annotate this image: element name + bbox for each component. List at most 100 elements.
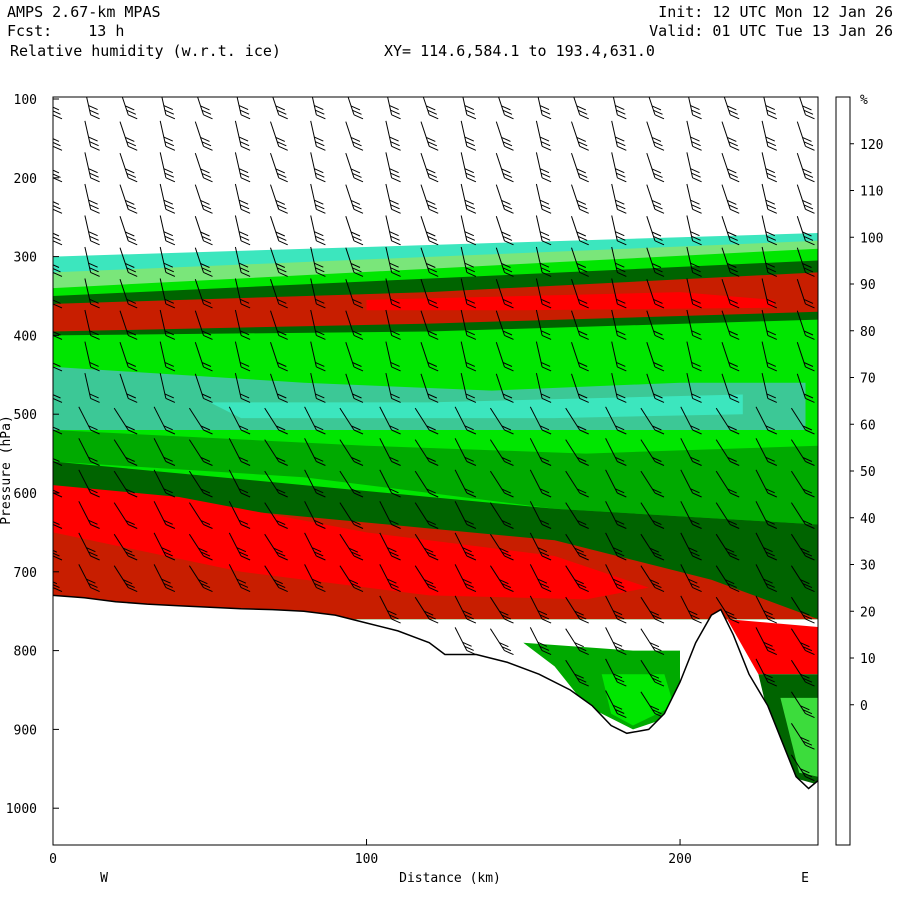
barb-feather	[504, 429, 514, 435]
barb-feather	[537, 578, 548, 584]
barb-feather	[691, 393, 701, 399]
barb-feather	[501, 488, 512, 494]
wind-barb	[385, 341, 401, 372]
barb-shaft	[385, 183, 393, 210]
barb-feather	[504, 587, 514, 593]
barb-feather	[654, 650, 665, 656]
wind-barb	[529, 469, 552, 498]
barb-feather	[240, 429, 251, 435]
wind-barb	[84, 341, 100, 372]
wind-barb	[194, 247, 213, 277]
barb-feather	[691, 172, 701, 178]
barb-feather	[351, 551, 361, 557]
barb-feather	[766, 235, 777, 241]
barb-shaft	[495, 216, 505, 241]
barb-feather	[239, 393, 250, 399]
barb-feather	[466, 618, 477, 624]
barb-feather	[278, 366, 288, 372]
barb-feather	[426, 168, 436, 174]
barb-feather	[164, 235, 175, 241]
wind-barb	[571, 342, 589, 372]
barb-feather	[502, 141, 513, 147]
barb-shaft	[498, 97, 505, 115]
barb-feather	[691, 235, 701, 241]
wind-barb	[489, 470, 514, 498]
wind-barb	[680, 438, 702, 466]
barb-feather	[315, 204, 325, 210]
barb-feather	[616, 361, 626, 367]
barb-feather	[238, 551, 249, 557]
barb-feather	[389, 551, 399, 557]
barb-feather	[316, 461, 326, 466]
barb-shaft	[573, 97, 581, 115]
barb-feather	[464, 262, 475, 268]
barb-feather	[125, 488, 135, 494]
barb-feather	[163, 199, 174, 205]
barb-shaft	[646, 184, 656, 210]
barb-feather	[427, 235, 438, 241]
barb-feather	[616, 141, 626, 147]
barb-feather	[125, 425, 135, 431]
barb-feather	[198, 579, 208, 585]
barb-feather	[729, 145, 740, 151]
barb-feather	[200, 520, 211, 526]
barb-feather	[805, 240, 815, 246]
barb-feather	[654, 145, 665, 151]
barb-feather	[161, 547, 171, 553]
barb-feather	[53, 106, 60, 111]
barb-feather	[316, 366, 326, 372]
barb-feather	[729, 461, 740, 466]
barb-feather	[614, 551, 625, 557]
barb-feather	[278, 240, 288, 246]
wind-barb	[605, 690, 627, 719]
barb-feather	[275, 520, 286, 526]
barb-feather	[501, 231, 511, 237]
barb-feather	[541, 397, 552, 403]
barb-feather	[541, 303, 552, 309]
barb-feather	[389, 456, 399, 462]
barb-feather	[649, 610, 660, 616]
barb-feather	[579, 618, 589, 624]
y-tick-label: 600	[14, 487, 37, 502]
barb-feather	[316, 492, 326, 498]
barb-feather	[539, 425, 550, 431]
y-tick-label: 400	[14, 329, 37, 344]
barb-feather	[315, 172, 325, 178]
wind-barb	[310, 215, 326, 246]
barb-feather	[466, 177, 477, 183]
wind-barb	[264, 565, 288, 593]
barb-feather	[126, 298, 137, 304]
barb-shaft	[537, 97, 543, 115]
wind-barb	[535, 309, 552, 340]
wind-barb	[796, 279, 815, 309]
wind-barb	[498, 97, 514, 120]
barb-feather	[574, 579, 584, 585]
barb-feather	[90, 303, 100, 309]
barb-feather	[502, 172, 513, 178]
barb-feather	[690, 425, 700, 431]
wind-barb	[84, 120, 100, 151]
barb-feather	[53, 110, 61, 115]
barb-feather	[579, 397, 589, 403]
barb-feather	[391, 429, 401, 435]
barb-feather	[502, 298, 513, 304]
barb-feather	[273, 547, 283, 553]
barb-feather	[805, 776, 815, 782]
wind-barb	[454, 627, 477, 656]
wind-barb	[571, 152, 589, 183]
barb-feather	[765, 551, 775, 557]
wind-barb	[264, 502, 288, 529]
barb-feather	[540, 109, 551, 115]
barb-feather	[127, 271, 138, 277]
barb-feather	[612, 547, 623, 553]
barb-feather	[278, 587, 288, 593]
wind-barb	[565, 502, 589, 529]
wind-barb	[640, 407, 665, 435]
barb-feather	[390, 172, 400, 178]
wind-barb	[761, 341, 778, 372]
barb-feather	[767, 650, 778, 656]
barb-feather	[240, 366, 251, 372]
barb-feather	[53, 299, 61, 304]
barb-feather	[316, 334, 326, 340]
barb-feather	[387, 578, 397, 584]
